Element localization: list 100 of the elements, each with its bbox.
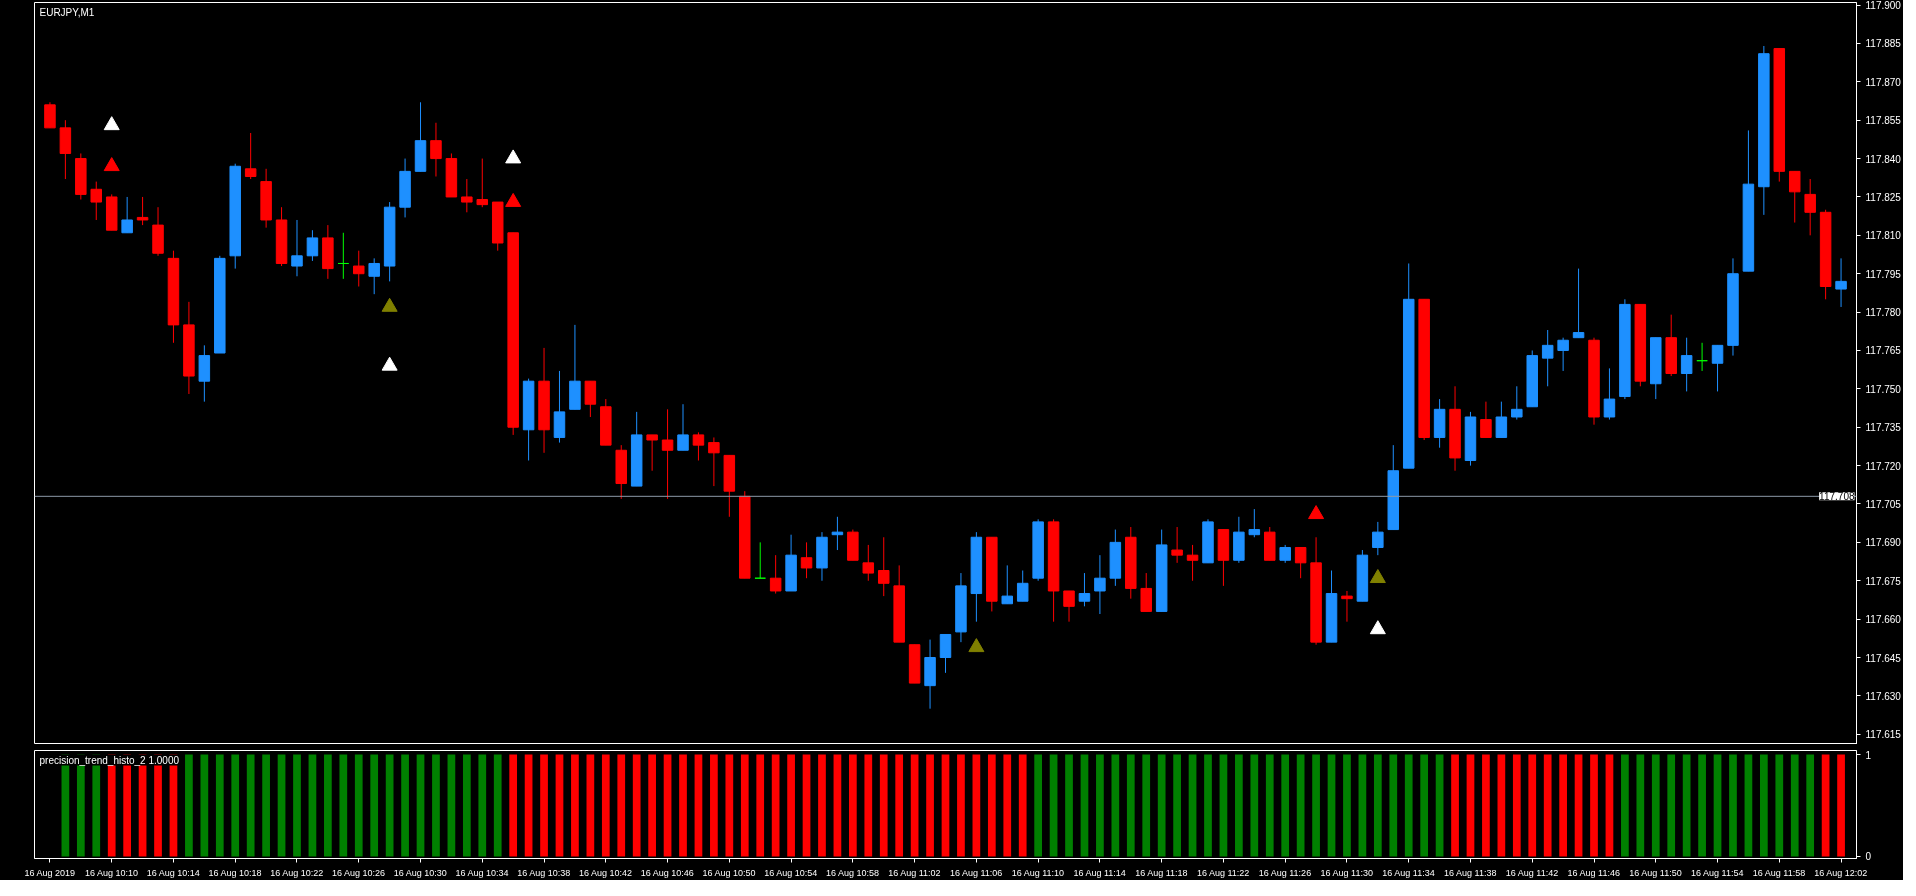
- candlestick: [800, 541, 813, 579]
- x-tick-label: 16 Aug 11:10: [1011, 867, 1065, 878]
- candlestick: [1557, 337, 1569, 372]
- y-tick-label: 117.630: [1865, 690, 1902, 702]
- x-tick-label: 16 Aug 10:18: [208, 867, 262, 878]
- point: [1369, 620, 1386, 635]
- y-tick-label: 117.645: [1865, 652, 1902, 664]
- candlestick: [754, 541, 766, 579]
- point: [381, 297, 398, 312]
- y-tick-label: 117.855: [1865, 115, 1902, 127]
- y-tick-label: 1: [1865, 749, 1872, 761]
- candlestick: [1372, 521, 1384, 556]
- candlestick: [646, 434, 658, 472]
- y-tick-label: 117.675: [1865, 575, 1902, 587]
- x-tick-label: 16 Aug 10:54: [764, 867, 818, 878]
- candlestick: [44, 101, 56, 129]
- candlestick: [353, 250, 365, 288]
- ref-line-label: 117.708: [1819, 491, 1855, 503]
- x-tick-label: 16 Aug 10:14: [146, 867, 200, 878]
- y-tick-label: 117.750: [1865, 383, 1902, 395]
- x-tick-label: 16 Aug 11:58: [1752, 867, 1806, 878]
- candlestick: [136, 196, 149, 226]
- candlestick: [1511, 385, 1523, 421]
- candlestick: [831, 516, 844, 551]
- x-tick-label: 16 Aug 10:26: [331, 867, 386, 878]
- x-tick-label: 16 Aug 11:54: [1691, 867, 1744, 878]
- x-tick-label: 16 Aug 11:42: [1505, 867, 1559, 878]
- point: [1369, 569, 1386, 584]
- candlestick: [1171, 526, 1183, 564]
- x-tick-label: 16 Aug 11:34: [1382, 867, 1435, 878]
- point: [381, 356, 398, 371]
- candlestick: [1186, 544, 1199, 582]
- candlestick: [476, 158, 489, 208]
- candlestick: [1480, 401, 1492, 438]
- y-tick-label: 117.765: [1865, 345, 1902, 357]
- x-tick-label: 16 Aug 10:34: [455, 867, 509, 878]
- chart-title: precision_trend_histo_2 1.0000: [39, 754, 180, 766]
- y-tick-label: 117.870: [1865, 76, 1902, 88]
- candlestick: [1078, 572, 1091, 607]
- candlestick: [1603, 367, 1616, 421]
- y-tick-label: 117.615: [1865, 729, 1902, 741]
- candlestick: [862, 544, 875, 582]
- x-tick-label: 16 Aug 10:50: [702, 867, 756, 878]
- candlestick: [1572, 268, 1585, 339]
- x-tick-label: 16 Aug 10:42: [579, 867, 633, 878]
- x-tick-label: 16 Aug 11:22: [1196, 867, 1250, 878]
- candlestick: [1140, 572, 1152, 612]
- y-tick-label: 117.900: [1865, 0, 1902, 12]
- x-tick-label: 16 Aug 10:30: [393, 867, 447, 878]
- x-tick-label: 16 Aug 10:10: [84, 867, 138, 878]
- candlestick: [1696, 342, 1708, 372]
- candlestick: [769, 554, 782, 595]
- y-tick-label: 0: [1865, 851, 1872, 863]
- candlestick: [1063, 590, 1075, 623]
- x-tick-label: 16 Aug 11:30: [1320, 867, 1373, 878]
- x-tick-label: 16 Aug 11:46: [1567, 867, 1620, 878]
- x-tick-label: 16 Aug 11:06: [949, 867, 1003, 878]
- candlestick: [90, 181, 103, 221]
- candlestick: [291, 219, 303, 277]
- y-tick-label: 117.825: [1865, 191, 1902, 203]
- candlestick: [877, 536, 890, 597]
- chart-title: EURJPY,M1: [39, 6, 95, 18]
- x-tick-label: 16 Aug 11:18: [1135, 867, 1188, 878]
- candlestick: [337, 232, 350, 280]
- candlestick: [1788, 170, 1801, 224]
- x-tick-label: 16 Aug 11:26: [1258, 867, 1312, 878]
- candlestick: [461, 178, 473, 213]
- point: [968, 638, 985, 653]
- candlestick: [1711, 344, 1724, 392]
- candlestick: [368, 257, 380, 295]
- candlestick: [1541, 329, 1554, 387]
- candlestick: [1835, 257, 1847, 308]
- y-tick-label: 117.660: [1865, 614, 1902, 626]
- x-tick-label: 16 Aug 10:46: [640, 867, 694, 878]
- y-tick-label: 117.810: [1865, 230, 1902, 242]
- candlestick: [430, 122, 442, 177]
- candlestick: [306, 229, 319, 262]
- x-tick-label: 16 Aug 11:02: [888, 867, 941, 878]
- candlestick: [1001, 564, 1014, 605]
- y-tick-label: 117.780: [1865, 307, 1902, 319]
- x-tick-label: 16 Aug 11:50: [1629, 867, 1682, 878]
- x-tick-label: 16 Aug 2019: [24, 867, 75, 878]
- y-tick-label: 117.735: [1865, 422, 1902, 434]
- candlestick: [1248, 508, 1261, 538]
- candlestick: [1341, 590, 1353, 623]
- y-tick-label: 117.795: [1865, 268, 1902, 280]
- point: [505, 192, 522, 207]
- point: [505, 149, 522, 164]
- x-tick-label: 16 Aug 10:38: [517, 867, 571, 878]
- x-tick-label: 16 Aug 11:38: [1444, 867, 1497, 878]
- candlestick: [939, 633, 952, 674]
- y-tick-label: 117.840: [1865, 153, 1902, 165]
- candlestick: [677, 403, 689, 451]
- candlestick: [244, 132, 257, 180]
- y-tick-label: 117.885: [1865, 38, 1902, 50]
- candlestick: [1094, 554, 1106, 615]
- x-tick-label: 16 Aug 10:22: [270, 867, 324, 878]
- point: [103, 157, 120, 172]
- candlestick: [692, 431, 705, 461]
- candlestick: [1804, 178, 1816, 236]
